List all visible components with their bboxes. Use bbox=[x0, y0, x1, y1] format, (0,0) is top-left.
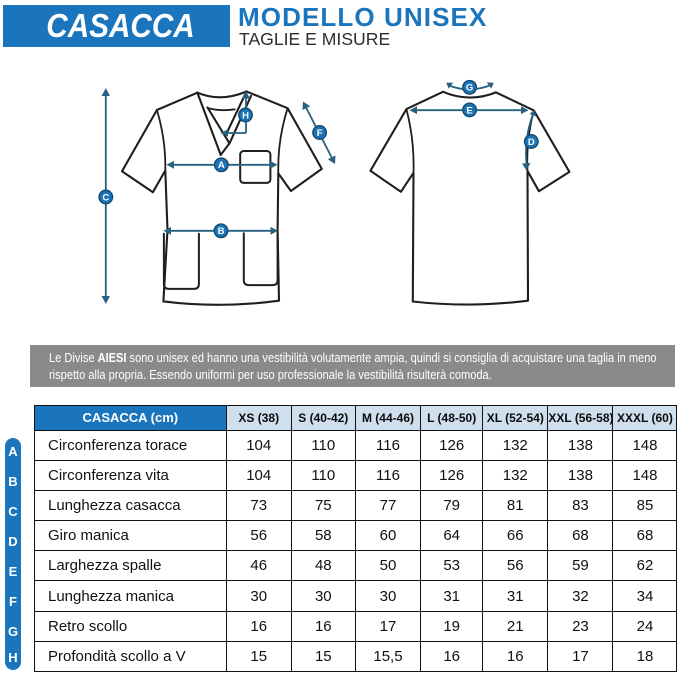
svg-text:E: E bbox=[466, 105, 472, 116]
svg-text:D: D bbox=[528, 137, 535, 148]
svg-text:F: F bbox=[317, 128, 323, 139]
svg-text:G: G bbox=[466, 83, 473, 94]
svg-text:H: H bbox=[242, 110, 249, 121]
svg-text:B: B bbox=[218, 226, 225, 237]
svg-text:C: C bbox=[102, 192, 109, 203]
svg-text:A: A bbox=[218, 160, 225, 171]
